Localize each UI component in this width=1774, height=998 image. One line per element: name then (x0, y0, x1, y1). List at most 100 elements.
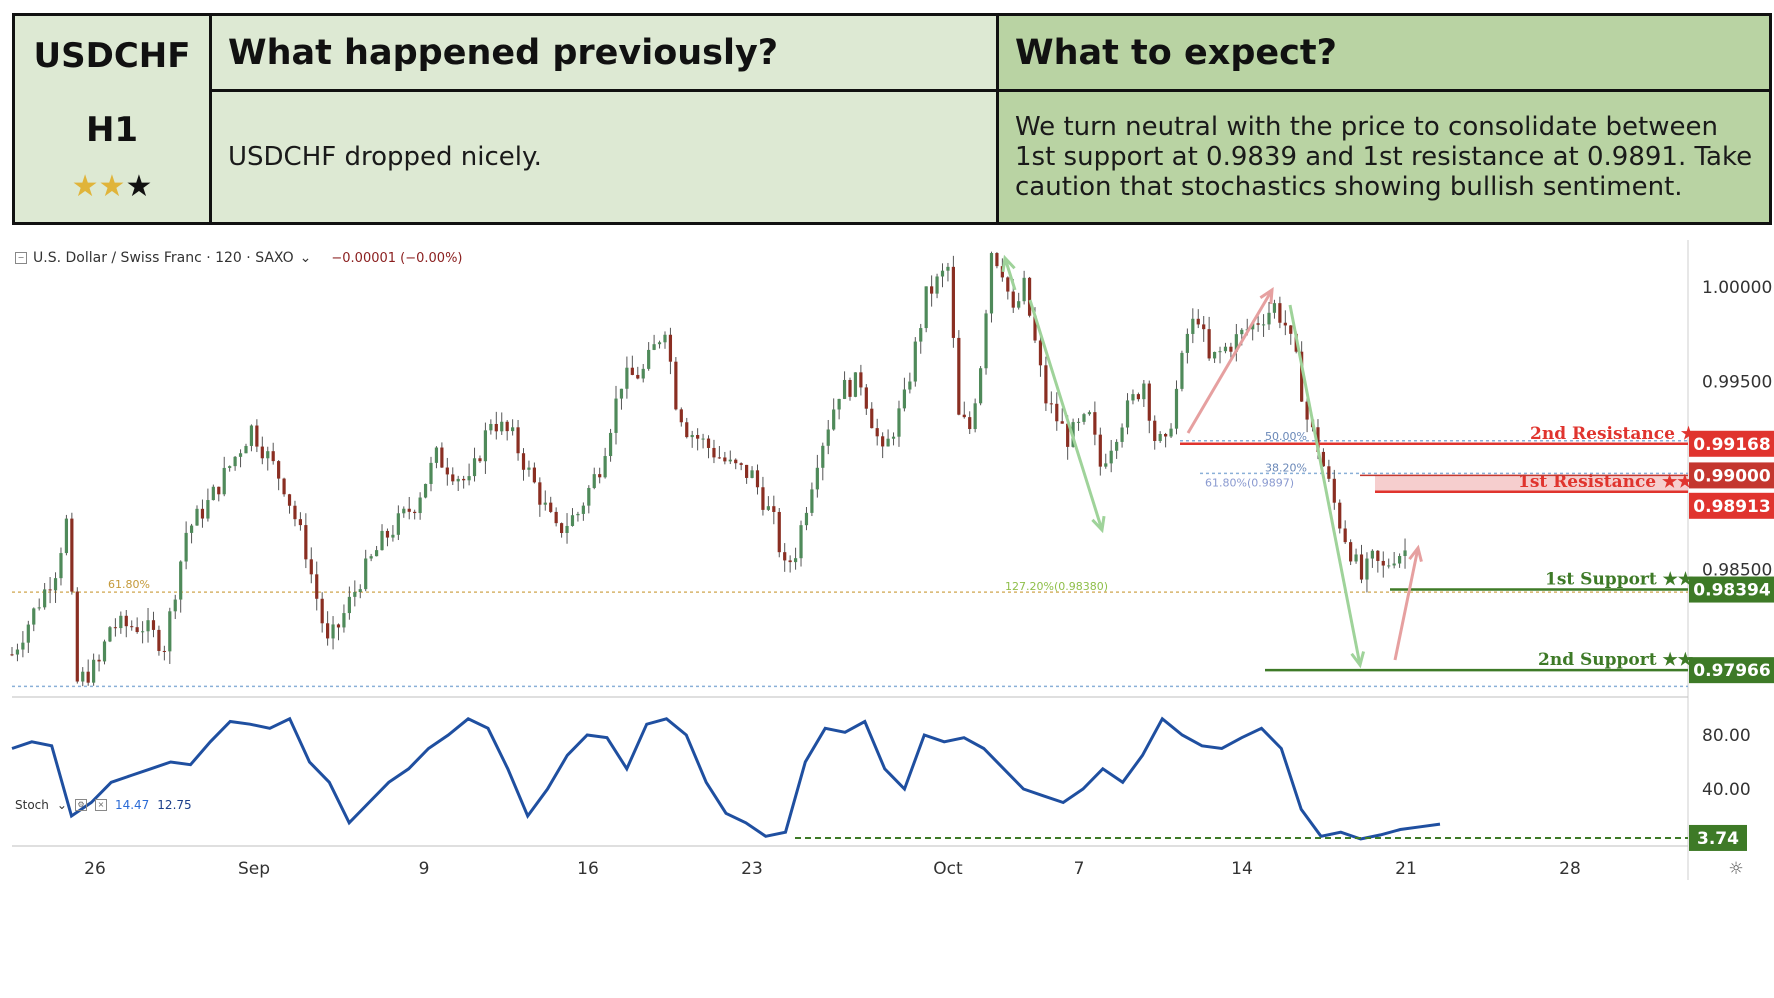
candle-body (614, 398, 618, 433)
candle-body (848, 379, 852, 397)
chevron-down-icon[interactable]: ⌄ (299, 250, 312, 266)
candle-body (462, 478, 466, 481)
fib-label: 38.20% (1265, 461, 1307, 474)
candle-body (1212, 351, 1217, 359)
candle-body (957, 337, 961, 415)
candle-body (347, 596, 351, 614)
time-tick-label: 16 (577, 859, 599, 879)
candle-body (456, 478, 460, 482)
time-tick-label: 26 (84, 859, 106, 879)
settings-icon[interactable]: ⚙ (74, 799, 87, 811)
candle-body (630, 367, 634, 375)
candle-body (946, 266, 950, 271)
candle-body (881, 436, 885, 447)
candle-body (663, 334, 667, 343)
candle-body (413, 511, 417, 514)
candle-body (1185, 333, 1189, 353)
symbol-label: U.S. Dollar / Swiss Franc · 120 · SAXO (33, 250, 294, 266)
candle-body (1147, 383, 1151, 421)
candle-body (543, 502, 547, 505)
candle-body (625, 367, 629, 389)
candle-body (853, 372, 858, 397)
candle-body (636, 374, 640, 379)
candle-body (973, 403, 977, 430)
stoch-tick-label: 80.00 (1702, 726, 1751, 746)
candle-body (1392, 563, 1396, 566)
candle-body (908, 381, 912, 390)
candle-body (1387, 565, 1391, 567)
candle-body (1267, 312, 1271, 325)
rating-stars: ★★★ (15, 172, 209, 202)
candle-body (282, 478, 286, 495)
candle-body (1256, 323, 1260, 325)
candle-body (821, 445, 825, 468)
candle-body (140, 631, 145, 633)
candle-body (1131, 394, 1135, 401)
candle-body (418, 497, 422, 514)
candle-body (1006, 277, 1010, 292)
stoch-line (11, 716, 1441, 841)
candle-body (494, 423, 498, 432)
candle-body (374, 550, 379, 557)
candle-body (570, 515, 575, 526)
candle-body (1174, 388, 1179, 429)
candle-body (238, 453, 243, 457)
candle-body (1136, 394, 1141, 400)
candle-body (717, 457, 722, 459)
candle-body (59, 553, 63, 579)
close-icon[interactable]: × (94, 799, 107, 811)
candle-body (641, 368, 645, 379)
gear-icon[interactable]: ☼ (1728, 859, 1743, 879)
candle-body (1251, 323, 1255, 330)
fib-label: 61.80%(0.9897) (1205, 476, 1294, 489)
candle-body (255, 425, 259, 447)
candle-body (1115, 441, 1119, 451)
candle-body (113, 627, 117, 629)
candle-body (92, 659, 96, 683)
candle-body (1049, 403, 1053, 405)
collapse-icon[interactable]: − (15, 252, 27, 264)
candle-body (554, 511, 558, 524)
candle-body (761, 487, 765, 510)
time-tick-label: Oct (933, 859, 963, 879)
candle-body (875, 428, 879, 437)
candle-body (576, 513, 580, 516)
candle-body (15, 649, 20, 655)
candle-body (511, 427, 515, 432)
price-tick-label: 0.98500 (1702, 561, 1772, 581)
candle-body (1365, 558, 1369, 580)
candle-body (652, 344, 656, 350)
candle-body (119, 615, 123, 629)
candle-body (364, 558, 368, 590)
exp-title: What to expect? (1015, 32, 1337, 73)
time-tick-label: 9 (419, 859, 430, 879)
candle-body (728, 459, 732, 462)
candle-body (184, 532, 188, 562)
candle-body (1332, 478, 1336, 503)
price-tag (1689, 430, 1774, 457)
candle-body (1289, 325, 1293, 334)
candle-body (739, 463, 743, 465)
candle-body (489, 423, 493, 431)
stoch-tick-label: 40.00 (1702, 780, 1751, 800)
candle-body (151, 620, 156, 630)
candle-body (913, 341, 917, 382)
candle-body (64, 518, 69, 554)
candle-body (608, 432, 613, 457)
candle-body (1066, 423, 1070, 447)
price-tag (1689, 576, 1774, 603)
candle-body (581, 505, 585, 514)
candle-body (559, 523, 564, 534)
prev-title-cell: What happened previously? (209, 13, 999, 92)
candle-body (189, 525, 194, 533)
candle-body (935, 276, 939, 294)
candle-body (1218, 351, 1222, 353)
chevron-down-icon[interactable]: ⌄ (56, 798, 67, 812)
candle-body (864, 387, 868, 409)
candle-body (951, 266, 955, 338)
candle-body (21, 642, 25, 650)
up-arrow (1186, 289, 1274, 434)
candle-body (690, 435, 694, 438)
candle-body (1349, 542, 1353, 562)
stoch-k-value: 14.47 (114, 798, 150, 812)
